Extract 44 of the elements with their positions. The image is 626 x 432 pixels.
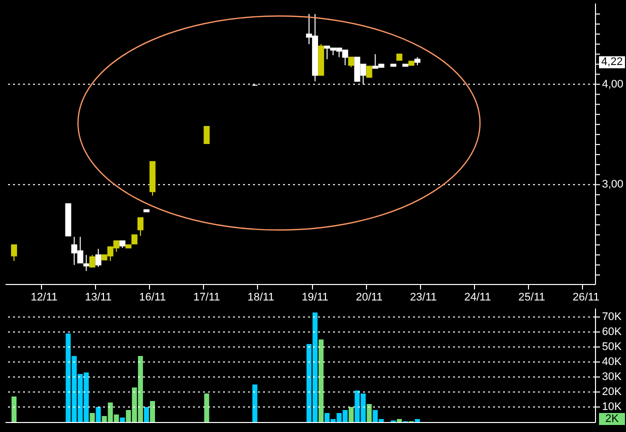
text: 2K xyxy=(605,413,620,425)
y-tick-label: 20K xyxy=(602,386,622,398)
candlestick xyxy=(204,126,210,144)
x-tick-label: 19/11 xyxy=(302,292,328,304)
candlestick xyxy=(89,254,96,268)
bar xyxy=(348,407,354,422)
bar xyxy=(150,401,155,422)
bar xyxy=(90,413,95,422)
text: 4,22 xyxy=(601,56,623,68)
y-tick-label: 30K xyxy=(602,371,622,383)
candlestick xyxy=(131,234,138,244)
y-tick-label: 40K xyxy=(602,356,622,368)
x-tick-label: 23/11 xyxy=(410,292,437,304)
candlestick xyxy=(366,66,372,78)
y-tick-label: 70K xyxy=(602,311,622,323)
x-tick-label: 12/11 xyxy=(30,292,58,304)
x-tick-label: 18/11 xyxy=(248,292,274,304)
candlestick xyxy=(11,244,18,262)
bar xyxy=(96,407,101,422)
bar xyxy=(12,396,17,422)
bar xyxy=(204,394,210,422)
y-tick-label: 60K xyxy=(602,326,622,338)
bar xyxy=(366,404,372,422)
candlestick xyxy=(83,254,90,272)
bar xyxy=(318,340,324,422)
bar xyxy=(396,419,402,422)
y-tick-label: 10K xyxy=(602,401,622,413)
x-tick-label: 20/11 xyxy=(356,292,383,304)
bar xyxy=(144,407,149,422)
x-tick-label: 24/11 xyxy=(464,292,491,304)
x-tick-label: 26/11 xyxy=(572,292,600,304)
candlestick xyxy=(95,248,102,268)
candlestick xyxy=(137,217,144,236)
x-tick-label: 17/11 xyxy=(193,292,220,304)
y-tick-label: 4,00 xyxy=(602,78,624,90)
bar xyxy=(252,384,258,422)
y-tick-label: 3,00 xyxy=(602,178,624,191)
candlestick xyxy=(348,56,354,68)
x-tick-label: 25/11 xyxy=(518,292,546,304)
y-tick-label: 50K xyxy=(602,341,622,353)
bar xyxy=(120,418,125,422)
bar xyxy=(414,419,420,422)
x-tick-label: 16/11 xyxy=(139,292,166,304)
x-tick-label: 13/11 xyxy=(84,292,112,304)
